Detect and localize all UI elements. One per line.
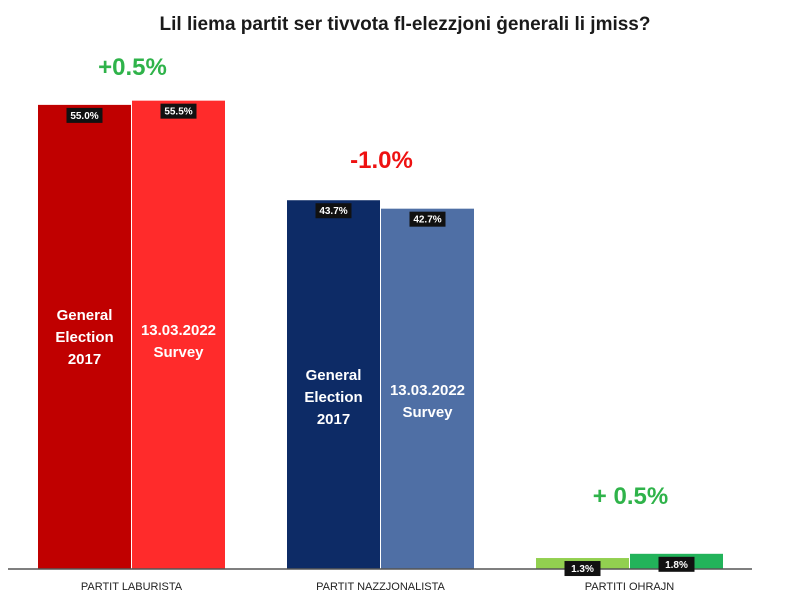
data-label-box <box>315 203 352 219</box>
series-label: General <box>306 367 362 384</box>
series-label: Survey <box>153 344 204 361</box>
labels: 55.0% General Election 2017 55.5% 13.03.2022 S… <box>55 54 695 593</box>
series-label: Survey <box>402 404 453 421</box>
category-label: PARTIT NAZZJONALISTA <box>316 581 445 593</box>
data-label: 1.8% <box>665 560 688 571</box>
bar-survey-2022-1 <box>381 208 474 569</box>
data-label: 1.3% <box>571 564 594 575</box>
change-annotation: + 0.5% <box>593 483 668 510</box>
category-label: PARTIT LABURISTA <box>81 581 183 593</box>
series-label: 2017 <box>68 351 101 368</box>
bar-election-2017-0 <box>38 104 131 569</box>
data-label: 42.7% <box>413 215 441 226</box>
data-label: 55.5% <box>164 107 192 118</box>
series-label: 13.03.2022 <box>390 382 465 399</box>
series-label: General <box>57 307 113 324</box>
bar-survey-2022-0 <box>132 100 225 569</box>
data-label-box <box>66 107 103 123</box>
series-label: 13.03.2022 <box>141 322 216 339</box>
data-label-box <box>160 103 197 119</box>
category-label: PARTITI OHRAJN <box>585 581 674 593</box>
data-label-box <box>658 556 695 572</box>
series-label: Election <box>304 389 362 406</box>
change-annotation: -1.0% <box>350 147 413 174</box>
data-label-box <box>564 561 601 577</box>
series-label: Election <box>55 329 113 346</box>
data-label: 55.0% <box>70 111 98 122</box>
data-label-box <box>409 211 446 227</box>
series-label: 2017 <box>317 411 350 428</box>
data-label: 43.7% <box>319 206 347 217</box>
change-annotation: +0.5% <box>98 54 167 81</box>
chart-title: Lil liema partit ser tivvota fl-elezzjon… <box>160 14 651 35</box>
bar-election-2017-1 <box>287 200 380 569</box>
